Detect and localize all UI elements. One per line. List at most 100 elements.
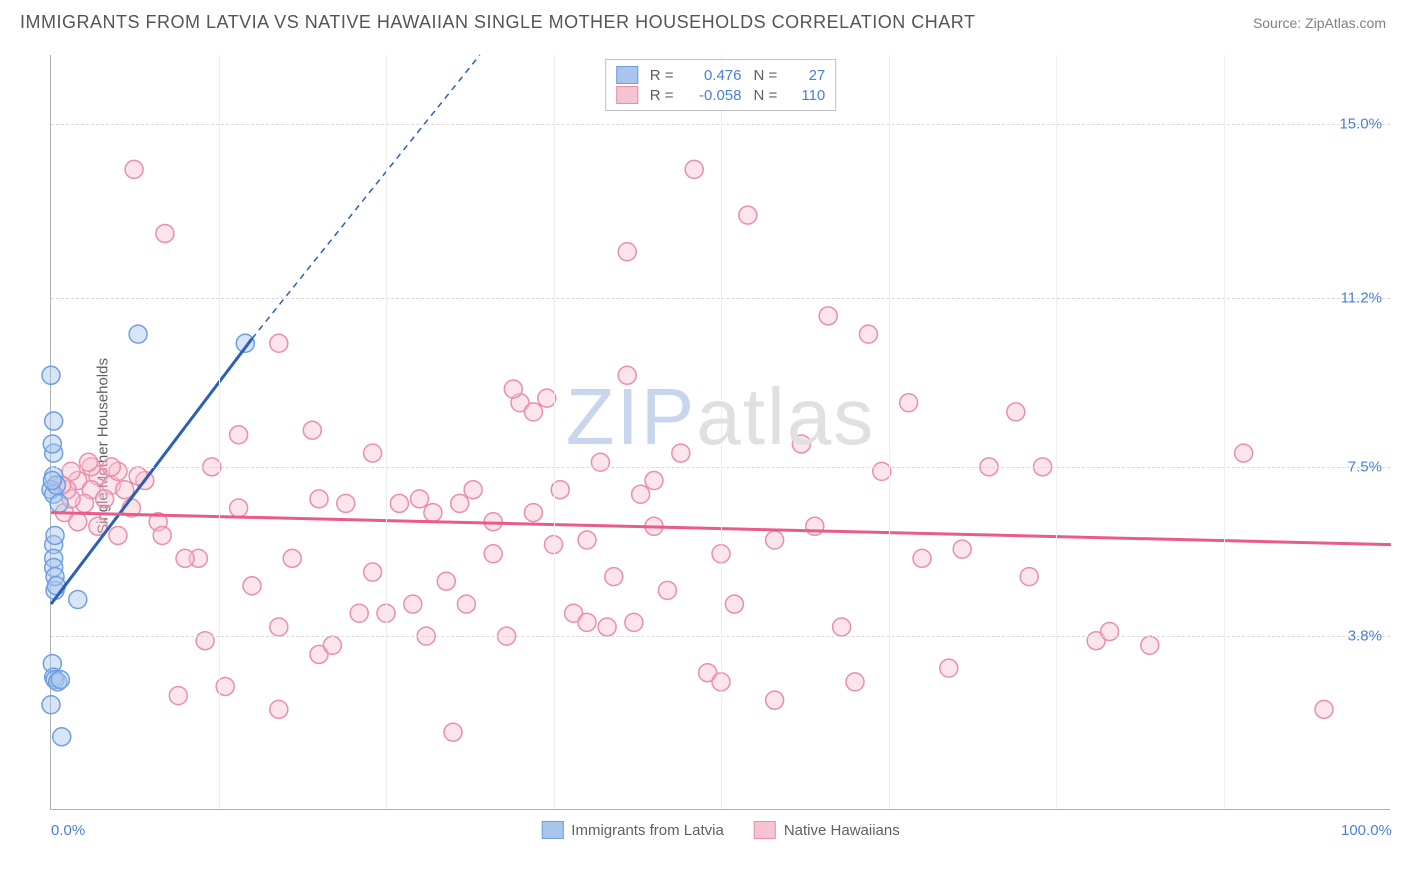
data-point — [43, 435, 61, 453]
data-point — [337, 494, 355, 512]
data-point — [685, 160, 703, 178]
data-point — [578, 613, 596, 631]
data-point — [80, 453, 98, 471]
data-point — [578, 531, 596, 549]
data-point — [1007, 403, 1025, 421]
data-point — [833, 618, 851, 636]
data-point — [1235, 444, 1253, 462]
n-value-1: 110 — [785, 87, 825, 104]
x-gridline — [1056, 55, 1057, 809]
x-tick-label: 100.0% — [1341, 822, 1392, 839]
data-point — [96, 490, 114, 508]
data-point — [953, 540, 971, 558]
data-point — [591, 453, 609, 471]
data-point — [1315, 700, 1333, 718]
data-point — [125, 160, 143, 178]
x-gridline — [386, 55, 387, 809]
data-point — [156, 224, 174, 242]
swatch-latvia — [616, 66, 638, 84]
data-point — [129, 325, 147, 343]
x-tick-label: 0.0% — [51, 822, 85, 839]
data-point — [69, 591, 87, 609]
data-point — [243, 577, 261, 595]
data-point — [766, 691, 784, 709]
data-point — [364, 563, 382, 581]
legend-label-0: Immigrants from Latvia — [571, 822, 724, 839]
chart-title: IMMIGRANTS FROM LATVIA VS NATIVE HAWAIIA… — [20, 12, 975, 33]
data-point — [51, 671, 69, 689]
data-point — [42, 366, 60, 384]
data-point — [645, 472, 663, 490]
data-point — [819, 307, 837, 325]
swatch-hawaiian — [616, 86, 638, 104]
data-point — [42, 696, 60, 714]
data-point — [437, 572, 455, 590]
data-point — [658, 581, 676, 599]
data-point — [411, 490, 429, 508]
x-gridline — [721, 55, 722, 809]
swatch-latvia-b — [541, 821, 563, 839]
r-label: R = — [650, 87, 674, 104]
data-point — [632, 485, 650, 503]
x-gridline — [889, 55, 890, 809]
data-point — [598, 618, 616, 636]
data-point — [43, 472, 61, 490]
data-point — [47, 577, 65, 595]
data-point — [1101, 623, 1119, 641]
legend-item-1: Native Hawaiians — [754, 821, 900, 839]
data-point — [484, 545, 502, 563]
legend-label-1: Native Hawaiians — [784, 822, 900, 839]
data-point — [940, 659, 958, 677]
data-point — [1020, 568, 1038, 586]
data-point — [605, 568, 623, 586]
data-point — [50, 494, 68, 512]
data-point — [524, 504, 542, 522]
data-point — [270, 618, 288, 636]
y-tick-label: 7.5% — [1348, 458, 1382, 475]
data-point — [1141, 636, 1159, 654]
y-tick-label: 15.0% — [1339, 115, 1382, 132]
data-point — [504, 380, 522, 398]
y-tick-label: 3.8% — [1348, 628, 1382, 645]
data-point — [618, 243, 636, 261]
data-point — [46, 526, 64, 544]
data-point — [53, 728, 71, 746]
data-point — [900, 394, 918, 412]
data-point — [672, 444, 690, 462]
data-point — [766, 531, 784, 549]
data-point — [303, 421, 321, 439]
swatch-hawaiian-b — [754, 821, 776, 839]
n-value-0: 27 — [785, 67, 825, 84]
x-gridline — [219, 55, 220, 809]
stats-row-1: R = -0.058 N = 110 — [616, 86, 826, 104]
n-label: N = — [754, 87, 778, 104]
data-point — [176, 549, 194, 567]
data-point — [806, 517, 824, 535]
data-point — [625, 613, 643, 631]
data-point — [739, 206, 757, 224]
data-point — [350, 604, 368, 622]
chart-area: ZIPatlas R = 0.476 N = 27 R = -0.058 N =… — [50, 55, 1390, 810]
y-tick-label: 11.2% — [1341, 289, 1382, 306]
stats-row-0: R = 0.476 N = 27 — [616, 66, 826, 84]
data-point — [424, 504, 442, 522]
data-point — [524, 403, 542, 421]
data-point — [725, 595, 743, 613]
data-point — [364, 444, 382, 462]
data-point — [169, 687, 187, 705]
data-point — [859, 325, 877, 343]
data-point — [404, 595, 422, 613]
data-point — [618, 366, 636, 384]
r-label: R = — [650, 67, 674, 84]
r-value-0: 0.476 — [682, 67, 742, 84]
series-legend: Immigrants from Latvia Native Hawaiians — [541, 821, 899, 839]
n-label: N = — [754, 67, 778, 84]
data-point — [846, 673, 864, 691]
data-point — [464, 481, 482, 499]
data-point — [45, 412, 63, 430]
trendline-extension — [252, 55, 480, 339]
data-point — [310, 490, 328, 508]
data-point — [196, 632, 214, 650]
data-point — [792, 435, 810, 453]
data-point — [913, 549, 931, 567]
